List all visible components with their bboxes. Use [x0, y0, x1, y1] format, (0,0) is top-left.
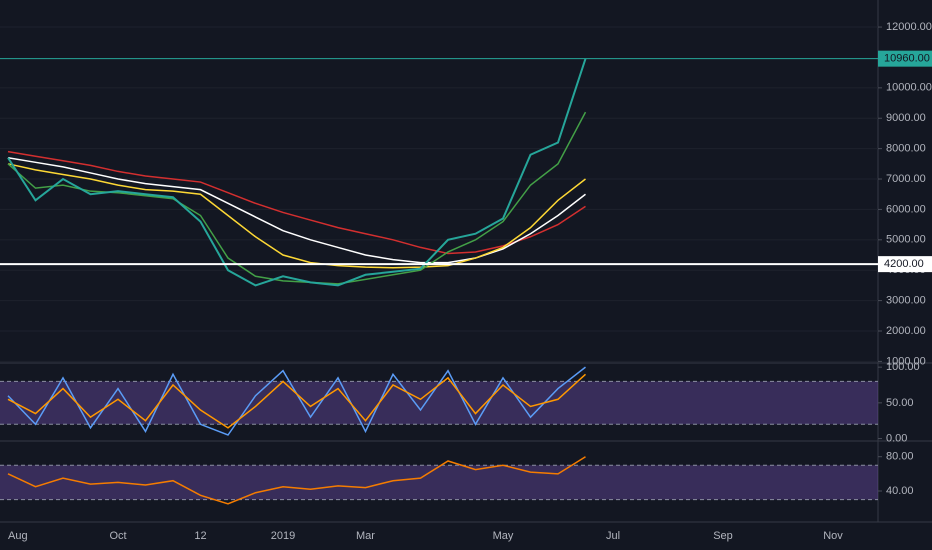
y-tick-label: 6000.00 — [886, 203, 926, 215]
y-tick-label: 80.00 — [886, 451, 914, 463]
series-line — [7, 456, 586, 505]
y-tick-label: 2000.00 — [886, 325, 926, 337]
y-tick-label: 0.00 — [886, 432, 907, 444]
y-tick-label: 50.00 — [886, 397, 914, 409]
x-tick-label: Jul — [606, 530, 620, 542]
y-tick-label: 9000.00 — [886, 112, 926, 124]
level-label: 4200.00 — [884, 258, 924, 270]
x-tick-label: Aug — [8, 530, 28, 542]
x-tick-label: 12 — [194, 530, 206, 542]
y-tick-label: 7000.00 — [886, 173, 926, 185]
x-tick-label: May — [493, 530, 514, 542]
y-tick-label: 5000.00 — [886, 234, 926, 246]
series-line — [7, 163, 586, 269]
band — [0, 381, 878, 425]
level-label: 10960.00 — [884, 53, 930, 65]
y-tick-label: 8000.00 — [886, 143, 926, 155]
y-tick-label: 1000.00 — [886, 355, 926, 367]
x-tick-label: Sep — [713, 530, 733, 542]
series-line — [7, 373, 587, 429]
y-tick-label: 12000.00 — [886, 21, 932, 33]
series-line — [7, 58, 587, 287]
level-box — [878, 256, 932, 273]
series-line — [7, 150, 586, 255]
y-tick-label: 40.00 — [886, 485, 914, 497]
x-tick-label: Nov — [823, 530, 843, 542]
band — [0, 465, 878, 500]
x-tick-label: Oct — [109, 530, 126, 542]
y-tick-label: 100.00 — [886, 361, 920, 373]
level-box — [878, 50, 932, 67]
x-tick-label: 2019 — [271, 530, 295, 542]
x-tick-label: Mar — [356, 530, 375, 542]
y-tick-label: 10000.00 — [886, 82, 932, 94]
y-tick-label: 3000.00 — [886, 295, 926, 307]
